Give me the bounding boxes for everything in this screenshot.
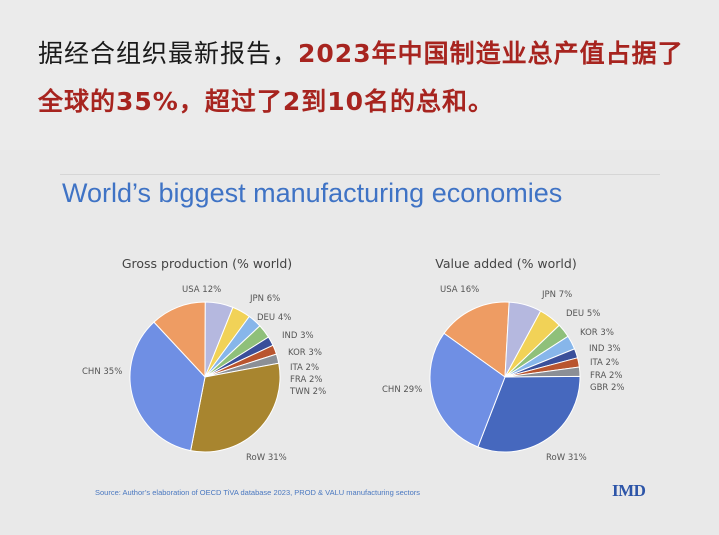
slice-label-fra: FRA 2% <box>590 371 622 381</box>
slice-label-ind: IND 3% <box>282 331 314 341</box>
pie-slice-row <box>477 375 581 453</box>
slice-label-row: RoW 31% <box>546 453 587 463</box>
slice-label-gbr: GBR 2% <box>590 383 625 393</box>
headline-highlight: 2023年中国制造业总产值占据了全球的35%，超过了2到10名的总和。 <box>38 39 684 116</box>
slice-label-jpn: JPN 7% <box>541 290 572 300</box>
slice-label-kor: KOR 3% <box>580 328 614 338</box>
headline-part1: 据经合组织最新报告， <box>38 39 299 68</box>
slice-label-ind: IND 3% <box>589 344 621 354</box>
slice-label-deu: DEU 4% <box>257 313 291 323</box>
slice-label-chn: CHN 29% <box>382 385 422 395</box>
imd-logo: IMD <box>612 481 646 500</box>
chart-title-1: Value added (% world) <box>435 256 576 271</box>
pie-slice-chn <box>129 321 206 452</box>
slide-rule <box>60 174 660 175</box>
slice-label-ita: ITA 2% <box>590 358 619 368</box>
slice-label-usa: USA 12% <box>182 285 221 295</box>
slice-label-row: RoW 31% <box>246 453 287 463</box>
source-note: Source: Author’s elaboration of OECD TiV… <box>95 488 421 497</box>
slide: World’s biggest manufacturing economies … <box>0 150 719 535</box>
slide-title: World’s biggest manufacturing economies <box>62 178 563 208</box>
headline: 据经合组织最新报告，2023年中国制造业总产值占据了全球的35%，超过了2到10… <box>38 30 698 126</box>
slice-label-usa: USA 16% <box>440 285 479 295</box>
pie-slice-chn <box>429 332 506 448</box>
slice-label-fra: FRA 2% <box>290 375 322 385</box>
slice-label-chn: CHN 35% <box>82 367 122 377</box>
slice-label-ita: ITA 2% <box>290 363 319 373</box>
slice-label-deu: DEU 5% <box>566 309 600 319</box>
slice-label-jpn: JPN 6% <box>249 294 280 304</box>
slice-label-twn: TWN 2% <box>289 387 326 397</box>
pie-slice-usa <box>443 301 510 378</box>
pie-charts: Gross production (% world) USA 12% JPN 6% D… <box>82 256 625 463</box>
slice-label-kor: KOR 3% <box>288 348 322 358</box>
pie-slice-row <box>190 362 281 453</box>
chart-title-0: Gross production (% world) <box>122 256 292 271</box>
